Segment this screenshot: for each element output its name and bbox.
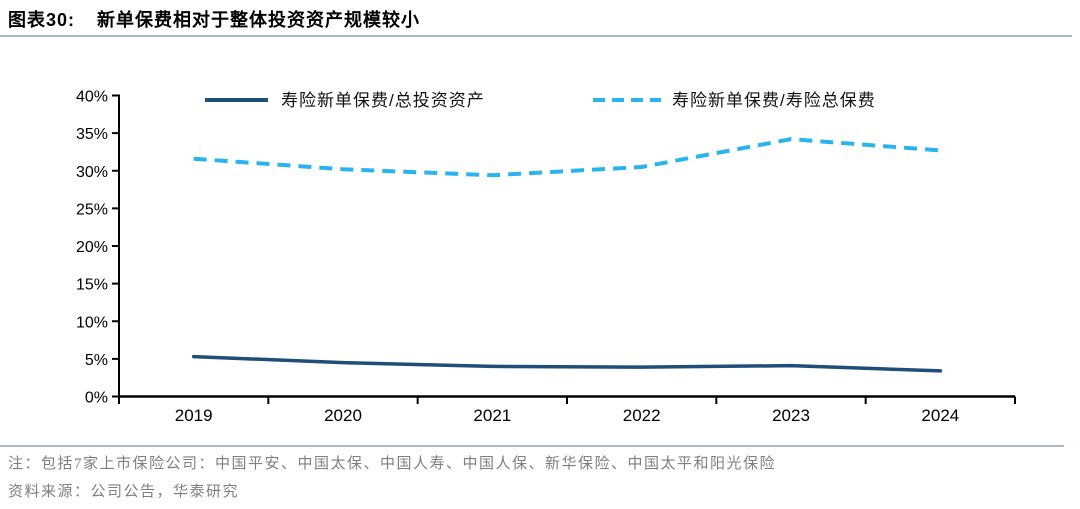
series-line-solid — [191, 354, 943, 373]
y-axis-tick-label: 20% — [76, 239, 108, 256]
chart-legend: 寿险新单保费/总投资资产 寿险新单保费/寿险总保费 — [205, 91, 876, 110]
y-axis-tick-label: 30% — [76, 164, 108, 181]
footnote-note: 注：包括7家上市保险公司：中国平安、中国太保、中国人寿、中国人保、新华保险、中国… — [8, 456, 777, 472]
x-axis-year-label: 2023 — [772, 406, 810, 425]
legend-label-solid: 寿险新单保费/总投资资产 — [281, 91, 485, 110]
figure-number-label: 图表30: — [8, 10, 76, 30]
axis-layer: 0% 5% 10% 15% 20% 25% 30% 35% 40% 2019 2020 2021 202… — [76, 89, 1016, 425]
y-axis-tick-label: 25% — [76, 201, 108, 218]
line-chart: 0% 5% 10% 15% 20% 25% 30% 35% 40% 2019 2020 2021 202… — [76, 89, 1016, 425]
figure-title: 图表30: 新单保费相对于整体投资资产规模较小 — [8, 6, 420, 32]
figure-title-text: 新单保费相对于整体投资资产规模较小 — [97, 10, 421, 30]
y-axis-tick-label: 5% — [85, 352, 108, 369]
x-axis-year-label: 2021 — [473, 406, 511, 425]
x-axis-year-label: 2019 — [175, 406, 213, 425]
x-axis-year-label: 2022 — [623, 406, 661, 425]
y-axis-tick-label: 35% — [76, 126, 108, 143]
x-axis-year-label: 2020 — [324, 406, 362, 425]
legend-label-dashed: 寿险新单保费/寿险总保费 — [672, 91, 876, 110]
y-axis-tick-label: 15% — [76, 277, 108, 294]
footnote-source: 资料来源：公司公告，华泰研究 — [8, 484, 240, 500]
series-line-dashed — [193, 137, 941, 178]
y-axis-tick-label: 0% — [85, 390, 108, 407]
footer-divider — [0, 445, 1064, 447]
x-axis-year-label: 2024 — [921, 406, 959, 425]
title-divider — [0, 35, 1072, 37]
y-axis-tick-label: 10% — [76, 314, 108, 331]
y-axis-tick-label: 40% — [76, 89, 108, 106]
